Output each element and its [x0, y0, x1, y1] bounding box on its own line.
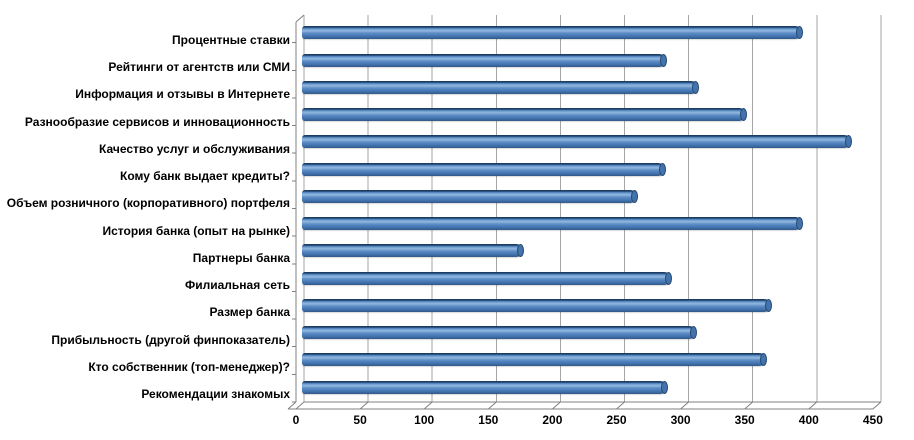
- x-axis-tick-label: 300: [670, 413, 691, 427]
- category-label: Качество услуг и обслуживания: [99, 141, 290, 156]
- value-bar: [302, 108, 747, 122]
- value-bar: [302, 162, 666, 176]
- value-bar: [302, 53, 668, 67]
- category-label: Филиальная сеть: [185, 278, 290, 293]
- value-bar: [302, 244, 523, 258]
- x-axis-tick-label: 0: [292, 413, 300, 427]
- category-label: История банка (опыт на рынке): [102, 223, 290, 238]
- category-label: Прибыльность (другой финпоказатель): [51, 332, 290, 347]
- x-axis-tick-label: 450: [862, 413, 883, 427]
- x-axis-tick-label: 350: [734, 413, 755, 427]
- value-bar: [302, 80, 700, 94]
- x-axis-tick-label: 200: [542, 413, 563, 427]
- value-bar: [302, 26, 803, 40]
- category-label: Размер банка: [209, 305, 290, 320]
- category-label: Информация и отзывы в Интернете: [75, 87, 290, 102]
- value-bar: [302, 326, 697, 340]
- value-bar: [302, 353, 768, 367]
- category-label: Партнеры банка: [192, 250, 290, 265]
- category-label: Кому банк выдает кредиты?: [120, 169, 290, 184]
- x-axis-tick-label: 400: [798, 413, 819, 427]
- value-bar: [302, 189, 638, 203]
- category-label: Разнообразие сервисов и инновационность: [24, 114, 290, 129]
- value-bar: [302, 271, 673, 285]
- x-axis-tick-label: 150: [478, 413, 499, 427]
- category-label: Рекомендации знакомых: [141, 387, 290, 402]
- value-bar: [302, 217, 803, 231]
- value-bar: [302, 298, 773, 312]
- category-label: Процентные ставки: [172, 32, 290, 47]
- x-axis-tick-label: 100: [414, 413, 435, 427]
- value-bar: [302, 135, 852, 149]
- category-label: Кто собственник (топ-менеджер)?: [88, 359, 290, 374]
- category-label: Рейтинги от агентств или СМИ: [108, 60, 290, 75]
- x-axis-tick-label: 50: [353, 413, 367, 427]
- x-axis-tick-label: 250: [606, 413, 627, 427]
- category-label: Объем розничного (корпоративного) портфе…: [6, 196, 290, 211]
